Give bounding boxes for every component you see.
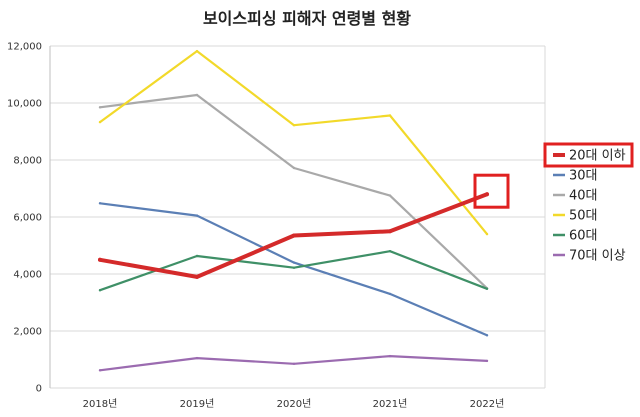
x-tick-label: 2019년	[180, 398, 215, 410]
grid-lines	[50, 45, 545, 389]
data-point	[388, 354, 392, 358]
y-tick-label: 10,000	[7, 99, 42, 110]
x-axis: 2018년 2019년 2020년 2021년 2022년	[83, 398, 505, 410]
data-point	[195, 274, 199, 279]
data-point	[195, 214, 199, 217]
legend-highlight-box	[543, 142, 634, 168]
data-point	[292, 362, 296, 365]
y-tick-label: 0	[36, 384, 42, 395]
data-point	[98, 369, 102, 372]
data-point	[292, 166, 296, 170]
data-point	[292, 266, 296, 269]
data-point	[292, 124, 296, 127]
legend-label: 30대	[569, 169, 598, 184]
data-point	[98, 257, 102, 262]
series-line-3	[98, 49, 489, 236]
legend-label: 50대	[569, 209, 598, 224]
highlight-box-last-point	[473, 173, 510, 209]
data-point	[485, 232, 489, 236]
y-tick-label: 6,000	[13, 213, 42, 224]
data-point	[388, 194, 392, 197]
data-point	[485, 359, 489, 363]
data-point	[485, 192, 489, 197]
data-point	[195, 254, 199, 258]
y-tick-label: 2,000	[13, 327, 42, 338]
data-point	[195, 93, 199, 97]
data-point	[195, 49, 199, 53]
data-point	[98, 120, 102, 124]
data-point	[98, 106, 102, 109]
x-tick-label: 2020년	[277, 398, 312, 410]
data-point	[195, 356, 199, 360]
data-point	[388, 250, 392, 253]
y-tick-label: 12,000	[7, 42, 42, 53]
y-tick-label: 4,000	[13, 270, 42, 281]
data-point	[98, 289, 102, 292]
y-tick-label: 8,000	[13, 156, 42, 167]
x-tick-label: 2021년	[373, 398, 408, 410]
legend-label: 40대	[569, 189, 598, 204]
legend-label: 70대 이상	[569, 249, 626, 264]
data-point	[485, 287, 489, 290]
legend-label: 20대 이하	[569, 149, 626, 164]
data-point	[485, 334, 489, 337]
data-point	[292, 261, 296, 264]
chart-title: 보이스피싱 피해자 연령별 현황	[203, 9, 411, 28]
x-tick-label: 2018년	[83, 398, 118, 410]
series-group	[98, 49, 510, 372]
legend: 20대 이하 30대 40대 50대 60대 70대 이상	[543, 142, 634, 264]
legend-label: 60대	[569, 229, 598, 244]
y-axis: 0 2,000 4,000 6,000 8,000 10,000 12,000	[7, 42, 546, 395]
x-tick-label: 2022년	[470, 398, 505, 410]
data-point	[292, 233, 296, 238]
data-point	[388, 229, 392, 234]
data-point	[98, 202, 102, 205]
data-point	[388, 292, 392, 296]
data-point	[388, 114, 392, 117]
